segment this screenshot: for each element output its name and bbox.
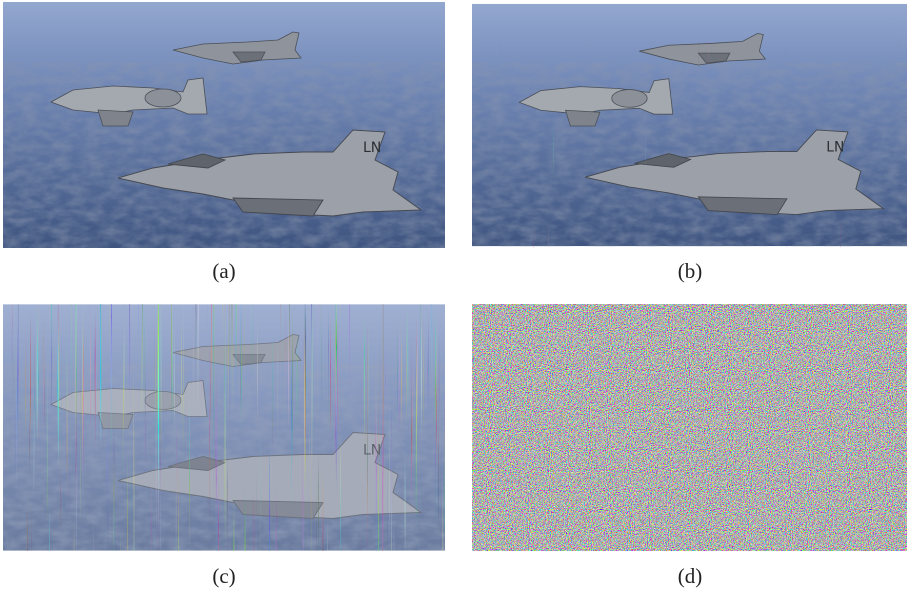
image (3, 2, 445, 248)
panel-a: (a) (3, 2, 445, 283)
caption: (a) (212, 259, 235, 283)
panel-c: (c) (3, 304, 445, 588)
panel-b: (b) (472, 2, 907, 283)
panel-d: (d) (472, 304, 907, 588)
noise-overlay (472, 2, 907, 248)
caption: (d) (678, 564, 703, 588)
figure: LN (a) (b) (c) (d) (0, 0, 910, 596)
noise-overlay (3, 304, 445, 551)
image (472, 304, 907, 551)
caption: (b) (678, 259, 703, 283)
caption: (c) (212, 564, 235, 588)
